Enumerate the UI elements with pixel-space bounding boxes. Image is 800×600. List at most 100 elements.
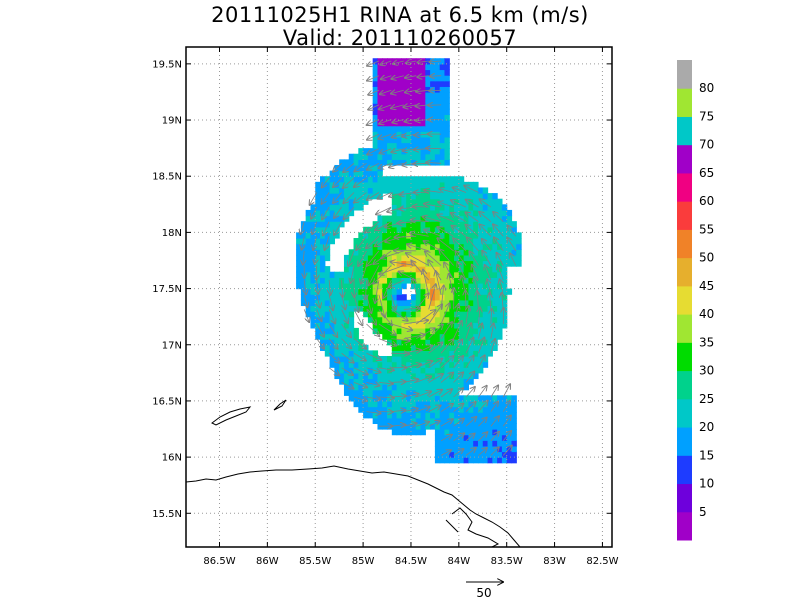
wind-speed-cell: [401, 232, 407, 239]
wind-speed-cell: [415, 299, 422, 307]
wind-speed-cell: [430, 221, 436, 228]
wind-speed-cell: [468, 406, 474, 413]
wind-speed-cell: [300, 249, 307, 256]
wind-vector: [417, 76, 429, 77]
wind-speed-cell: [391, 361, 398, 368]
wind-speed-cell: [473, 187, 479, 194]
wind-speed-cell: [396, 316, 402, 323]
wind-speed-cell: [439, 97, 446, 104]
wind-speed-cell: [444, 406, 450, 413]
wind-speed-cell: [501, 322, 508, 329]
wind-speed-cell: [449, 395, 455, 402]
wind-speed-cell: [382, 86, 388, 93]
wind-speed-cell: [430, 395, 436, 402]
wind-speed-cell: [454, 181, 460, 189]
wind-vector: [416, 422, 429, 427]
wind-vector: [322, 177, 330, 188]
wind-speed-cell: [315, 254, 321, 262]
wind-speed-cell: [430, 91, 436, 99]
wind-speed-cell: [473, 412, 479, 419]
wind-vector: [490, 416, 499, 427]
wind-speed-cell: [449, 204, 455, 211]
wind-speed-cell: [377, 316, 383, 323]
wind-speed-cell: [501, 400, 508, 408]
wind-speed-cell: [406, 142, 412, 149]
wind-speed-cell: [358, 198, 364, 205]
wind-speed-cell: [415, 249, 422, 256]
wind-vector: [333, 192, 342, 204]
wind-speed-cell: [492, 277, 498, 284]
wind-speed-cell: [458, 238, 465, 245]
wind-speed-cell: [434, 159, 441, 166]
wind-speed-cell: [501, 238, 508, 245]
wind-speed-cell: [468, 243, 474, 250]
wind-vector: [430, 76, 442, 77]
wind-speed-cell: [501, 445, 508, 453]
wind-vector: [465, 372, 474, 383]
wind-speed-cell: [454, 232, 460, 239]
wind-speed-cell: [449, 249, 455, 256]
wind-speed-cell: [410, 159, 417, 166]
wind-speed-cell: [434, 451, 441, 458]
wind-speed-cell: [501, 282, 508, 290]
wind-speed-cell: [449, 176, 455, 183]
wind-speed-cell: [458, 361, 465, 368]
wind-speed-cell: [473, 457, 479, 464]
wind-speed-cell: [444, 221, 450, 228]
wind-vector: [300, 221, 304, 234]
wind-speed-cell: [353, 367, 359, 374]
wind-speed-cell: [363, 176, 369, 183]
wind-speed-cell: [396, 277, 402, 284]
wind-speed-cell: [382, 299, 388, 307]
wind-speed-cell: [334, 282, 340, 290]
wind-speed-cell: [487, 344, 493, 351]
wind-speed-cell: [372, 108, 379, 116]
wind-speed-cell: [410, 243, 417, 250]
wind-vector: [491, 309, 492, 325]
wind-speed-cell: [315, 238, 321, 245]
wind-speed-cell: [444, 120, 450, 127]
wind-speed-cell: [410, 103, 417, 110]
wind-speed-cell: [468, 238, 474, 245]
wind-speed-cell: [477, 316, 484, 323]
wind-speed-cell: [506, 249, 513, 256]
wind-speed-cell: [492, 333, 498, 340]
wind-speed-cell: [420, 209, 426, 217]
wind-vector: [452, 226, 467, 237]
wind-speed-cell: [300, 294, 307, 301]
wind-speed-cell: [425, 367, 431, 374]
wind-speed-cell: [458, 221, 465, 228]
wind-speed-cell: [387, 299, 393, 307]
wind-speed-cell: [410, 86, 417, 93]
wind-speed-cell: [473, 372, 479, 380]
wind-speed-cell: [473, 305, 479, 312]
wind-speed-cell: [320, 282, 326, 290]
wind-speed-cell: [497, 305, 503, 312]
colorbar-label: 65: [699, 166, 714, 180]
wind-speed-cell: [382, 361, 388, 368]
wind-speed-cell: [430, 423, 436, 430]
wind-vector: [361, 265, 367, 284]
wind-speed-cell: [482, 412, 489, 419]
wind-speed-cell: [406, 176, 412, 183]
wind-speed-cell: [516, 254, 522, 262]
wind-speed-cell: [348, 322, 355, 329]
wind-speed-cell: [391, 63, 398, 71]
wind-speed-cell: [487, 457, 493, 464]
wind-speed-cell: [454, 266, 460, 273]
wind-speed-cell: [468, 378, 474, 385]
wind-vector: [315, 250, 317, 264]
wind-vector: [491, 323, 494, 339]
wind-speed-cell: [320, 249, 326, 256]
wind-speed-cell: [401, 305, 407, 312]
wind-speed-cell: [320, 294, 326, 301]
wind-speed-cell: [329, 327, 335, 335]
wind-speed-cell: [324, 204, 331, 211]
wind-speed-cell: [387, 181, 393, 189]
wind-speed-cell: [315, 232, 321, 239]
wind-speed-cell: [449, 277, 455, 284]
wind-speed-cell: [334, 316, 340, 323]
wind-speed-cell: [329, 232, 335, 239]
wind-speed-cell: [434, 114, 441, 121]
